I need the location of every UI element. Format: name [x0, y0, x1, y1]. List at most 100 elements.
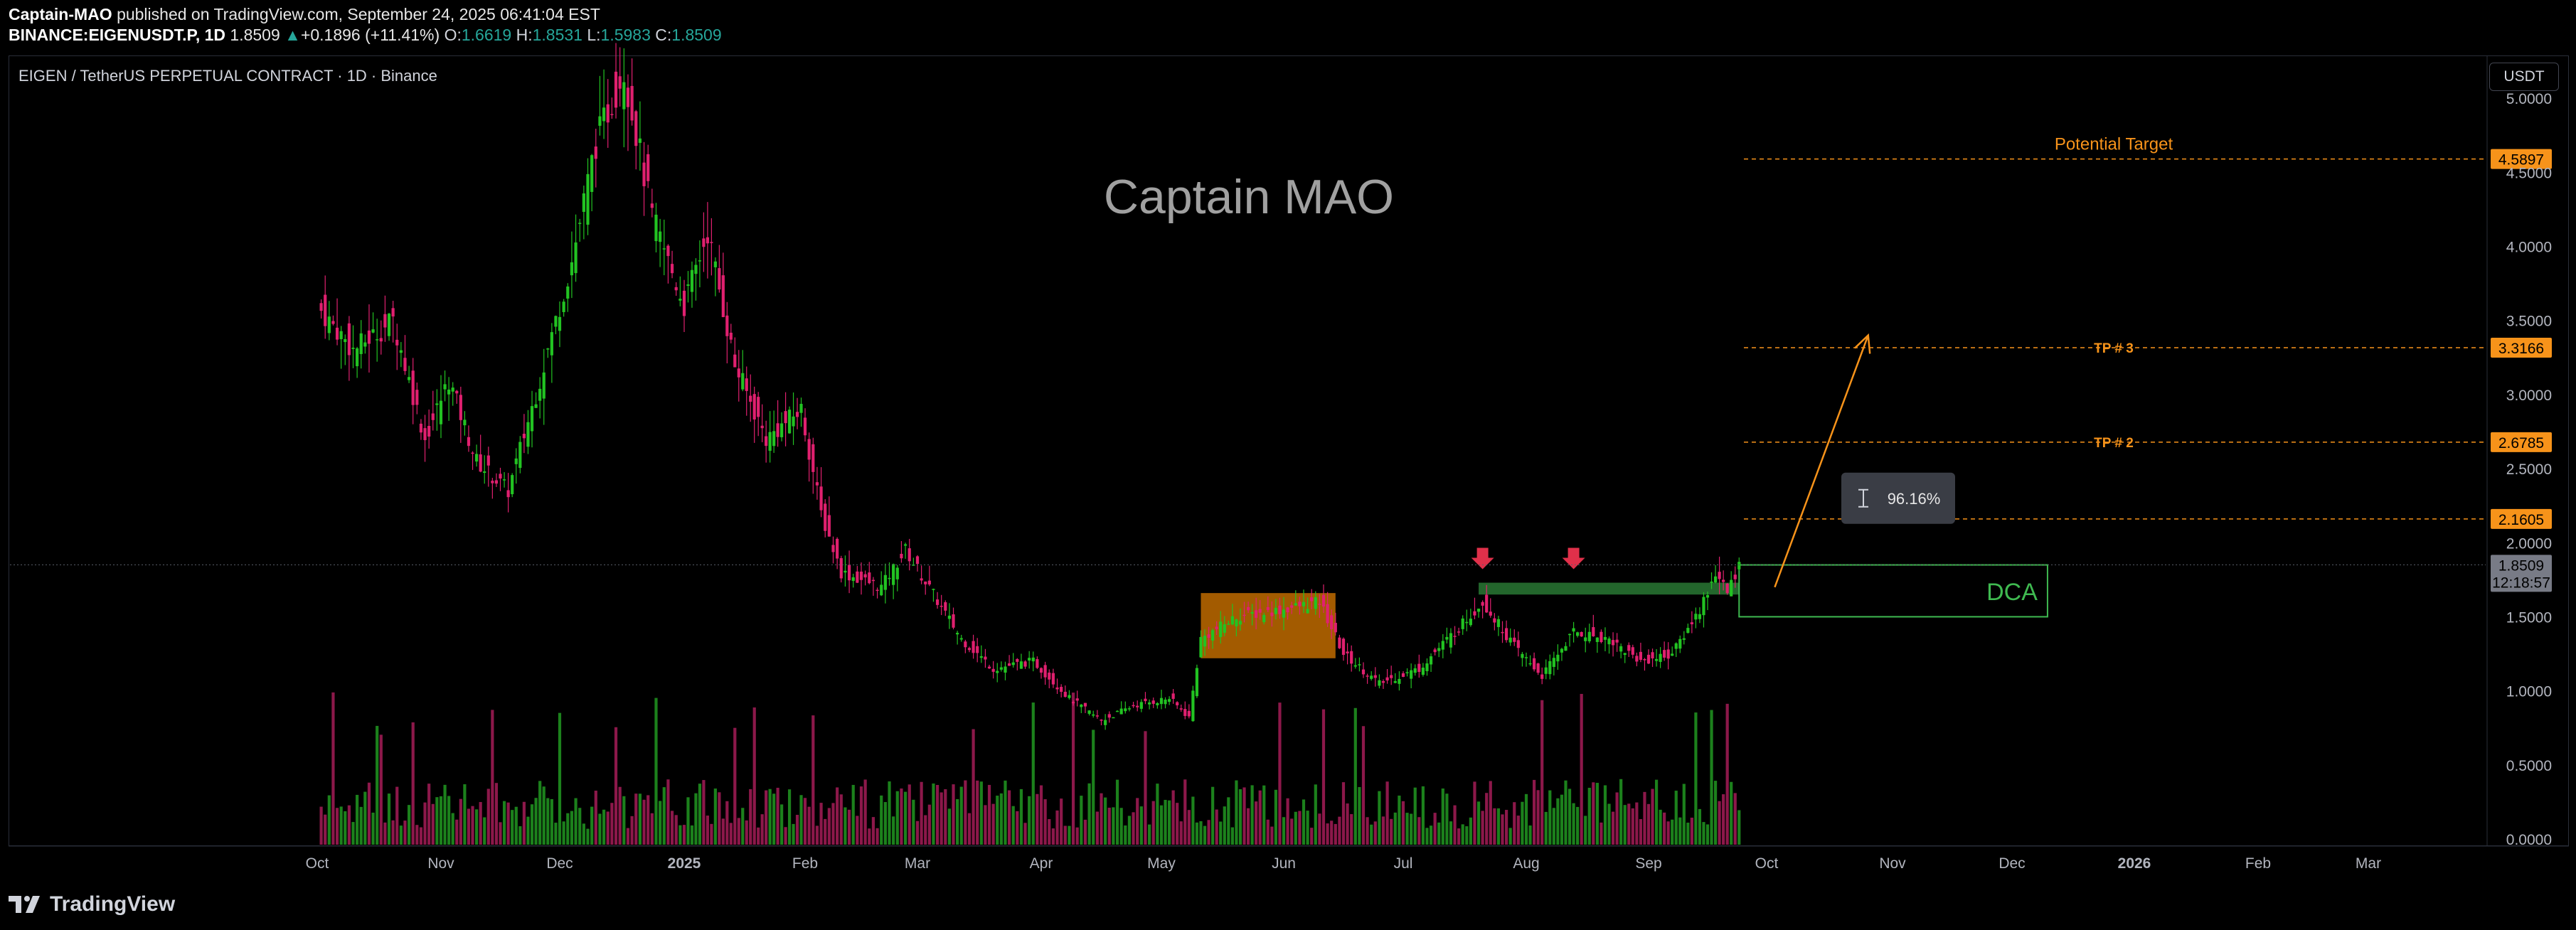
x-tick-label: Nov	[1879, 855, 1906, 872]
candle-body	[1004, 666, 1007, 673]
x-tick-label: Dec	[1998, 855, 2025, 872]
volume-bar	[827, 808, 831, 845]
volume-bar	[1528, 825, 1532, 845]
volume-bar	[1390, 818, 1393, 845]
volume-bar	[1151, 801, 1155, 845]
volume-bar	[702, 780, 706, 845]
volume-bar	[1678, 817, 1682, 845]
candle-body	[772, 431, 776, 447]
volume-bar	[1524, 793, 1528, 845]
x-tick-label: 2025	[668, 855, 701, 872]
candle-body	[729, 332, 733, 340]
candle-body	[1730, 579, 1733, 597]
candle-body	[654, 214, 658, 242]
volume-bar	[824, 818, 827, 845]
candle-body	[1242, 614, 1246, 616]
publisher-name[interactable]: Captain-MAO	[9, 5, 112, 23]
volume-bar	[1341, 782, 1346, 845]
candle-body	[1453, 636, 1457, 637]
candle-body	[1270, 612, 1274, 616]
volume-bar	[638, 793, 642, 845]
close-value: 1.8509	[671, 26, 722, 44]
volume-bar	[415, 825, 419, 845]
candle-body	[534, 404, 538, 408]
volume-bar	[836, 787, 839, 845]
brand-name: TradingView	[50, 892, 176, 916]
volume-bar	[399, 825, 403, 845]
volume-bar	[594, 790, 597, 845]
candle-body	[1410, 670, 1413, 679]
currency-button[interactable]: USDT	[2489, 63, 2559, 91]
volume-bar	[475, 809, 479, 845]
volume-bar	[1552, 808, 1555, 845]
candle-body	[1100, 720, 1103, 721]
volume-bar	[451, 813, 454, 845]
volume-bar	[586, 828, 590, 845]
candle-body	[815, 482, 819, 486]
volume-bar	[1493, 808, 1496, 845]
tradingview-logo[interactable]: TradingView	[9, 890, 175, 919]
volume-bar	[1713, 781, 1718, 845]
volume-bar	[839, 794, 843, 845]
volume-bar	[920, 781, 923, 845]
volume-bar	[1326, 823, 1329, 845]
volume-bar	[1654, 779, 1659, 845]
candle-body	[811, 444, 815, 472]
y-tick-label: 2.5000	[2506, 461, 2552, 478]
candle-body	[491, 481, 494, 483]
candle-body	[1195, 668, 1199, 697]
candle-body	[554, 316, 558, 327]
volume-bar	[1203, 825, 1207, 845]
candle-body	[1425, 663, 1429, 671]
candle-body	[1540, 674, 1544, 679]
candle-body	[1346, 651, 1349, 653]
volume-bar	[768, 789, 772, 845]
volume-bar	[486, 789, 490, 845]
volume-bar	[550, 798, 553, 845]
volume-bar	[614, 727, 618, 845]
candle-body	[1481, 602, 1484, 606]
volume-bar	[1278, 702, 1282, 845]
volume-bar	[1646, 803, 1651, 845]
volume-bar	[387, 793, 391, 845]
candle-body	[502, 479, 506, 481]
candle-body	[1350, 651, 1353, 664]
candle-body	[967, 648, 972, 651]
x-tick-label: Feb	[2245, 855, 2271, 872]
y-tick-label: 0.0000	[2506, 832, 2552, 848]
candle-body	[439, 400, 443, 424]
candle-body	[991, 668, 995, 672]
volume-bar	[875, 828, 879, 845]
candle-body	[710, 242, 713, 243]
volume-bar	[546, 798, 550, 845]
volume-bar	[467, 808, 471, 845]
volume-bar	[1686, 823, 1690, 845]
candle-body	[1230, 616, 1234, 625]
volume-bar	[1080, 796, 1083, 845]
candle-body	[590, 155, 594, 192]
candle-body	[760, 425, 764, 429]
volume-bar	[590, 806, 594, 845]
volume-bar	[391, 820, 395, 845]
candle-body	[779, 423, 784, 437]
volume-bar	[1449, 821, 1453, 845]
candle-body	[379, 338, 383, 342]
candle-body	[455, 390, 459, 394]
volume-bar	[1532, 779, 1536, 845]
volume-bar	[463, 784, 467, 845]
volume-bar	[534, 798, 538, 845]
level-name-label: TP # 3	[2094, 341, 2134, 356]
volume-bar	[1556, 798, 1560, 845]
volume-bar	[1199, 821, 1203, 845]
volume-bar	[403, 821, 407, 845]
candle-body	[702, 238, 706, 247]
volume-bar	[892, 816, 895, 845]
volume-bar	[1112, 807, 1115, 845]
candle-body	[831, 545, 835, 552]
last-price-label: 1.8509	[2498, 557, 2544, 574]
candle-body	[824, 503, 827, 531]
volume-bar	[895, 791, 899, 845]
candlestick-series	[319, 43, 1741, 730]
candle-body	[1421, 667, 1425, 675]
